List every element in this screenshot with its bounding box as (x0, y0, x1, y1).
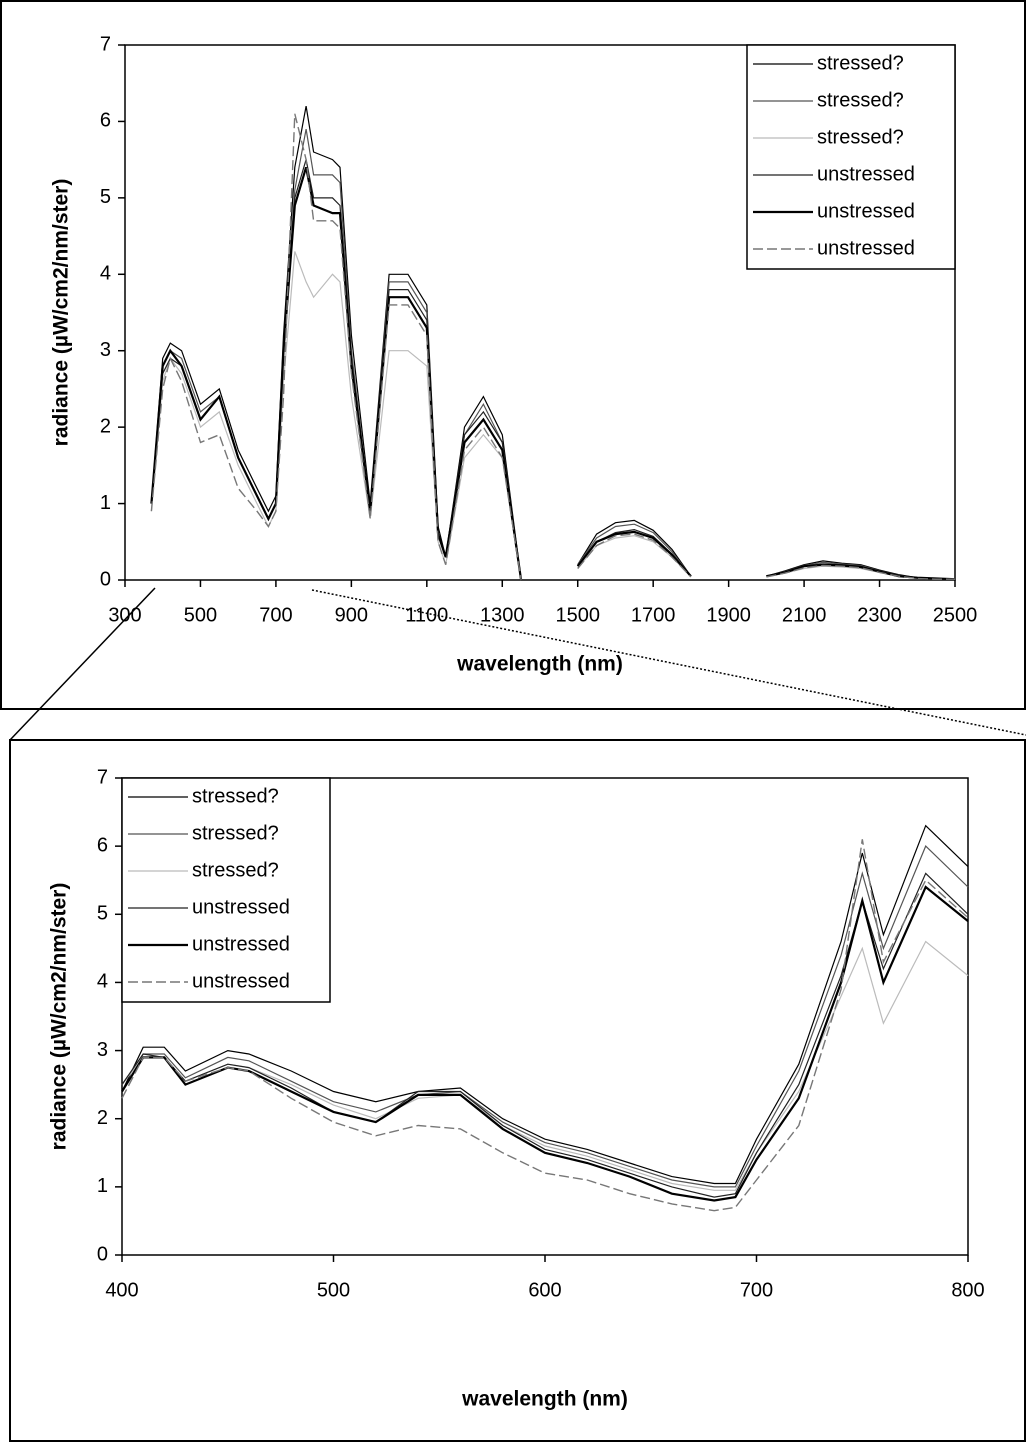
series-line (150, 113, 955, 581)
x-tick-label: 800 (951, 1279, 984, 1301)
y-tick-label: 5 (100, 186, 111, 208)
x-tick-label: 600 (528, 1279, 561, 1301)
zoom-connector (9, 587, 156, 741)
y-tick-label: 3 (100, 339, 111, 361)
y-tick-label: 6 (100, 110, 111, 132)
series-line (121, 845, 969, 1188)
x-tick-label: 1700 (631, 604, 676, 626)
y-tick-label: 6 (97, 834, 108, 856)
x-tick-label: 700 (259, 604, 292, 626)
x-tick-label: 400 (105, 1279, 138, 1301)
legend-label: unstressed (192, 896, 290, 918)
x-tick-label: 1300 (480, 604, 525, 626)
legend-box (121, 777, 331, 1003)
x-tick-label: 500 (317, 1279, 350, 1301)
x-axis-label: wavelength (nm) (461, 1388, 628, 1411)
x-tick-label: 2500 (933, 604, 978, 626)
x-tick-label: 2100 (782, 604, 827, 626)
series-line (121, 824, 969, 1185)
legend-label: unstressed (817, 200, 915, 222)
y-tick-label: 0 (100, 568, 111, 590)
y-tick-label: 7 (97, 766, 108, 788)
legend-label: stressed? (817, 52, 904, 74)
y-axis-label: radiance (µW/cm2/nm/ster) (48, 883, 71, 1151)
y-tick-label: 0 (97, 1243, 108, 1265)
x-tick-label: 1500 (555, 604, 600, 626)
legend-label: stressed? (817, 89, 904, 111)
legend-label: stressed? (192, 859, 279, 881)
y-tick-label: 4 (97, 971, 108, 993)
legend-box (746, 44, 956, 270)
zoom-connector (311, 589, 1026, 736)
top-frame (0, 0, 1026, 710)
legend-label: unstressed (817, 163, 915, 185)
y-tick-label: 7 (100, 33, 111, 55)
series-line (121, 839, 969, 1212)
x-tick-label: 900 (335, 604, 368, 626)
y-tick-label: 2 (100, 415, 111, 437)
x-tick-label: 2300 (857, 604, 902, 626)
y-axis-label: radiance (µW/cm2/nm/ster) (50, 179, 73, 447)
x-tick-label: 1100 (405, 604, 448, 626)
y-tick-label: 4 (100, 263, 111, 285)
legend-label: unstressed (817, 237, 915, 259)
y-tick-label: 3 (97, 1039, 108, 1061)
x-axis-label: wavelength (nm) (456, 653, 623, 676)
legend-label: stressed? (192, 822, 279, 844)
y-tick-label: 2 (97, 1107, 108, 1129)
x-tick-label: 1900 (706, 604, 751, 626)
y-tick-label: 5 (97, 903, 108, 925)
x-tick-label: 500 (184, 604, 217, 626)
legend-label: stressed? (817, 126, 904, 148)
series-line (150, 166, 956, 581)
y-tick-label: 1 (100, 492, 111, 514)
y-tick-label: 1 (97, 1175, 108, 1197)
series-line (121, 872, 969, 1198)
bottom-frame (9, 739, 1026, 1442)
legend-label: unstressed (192, 933, 290, 955)
legend-label: stressed? (192, 785, 279, 807)
x-tick-label: 300 (108, 604, 141, 626)
legend-label: unstressed (192, 970, 290, 992)
x-tick-label: 700 (740, 1279, 773, 1301)
